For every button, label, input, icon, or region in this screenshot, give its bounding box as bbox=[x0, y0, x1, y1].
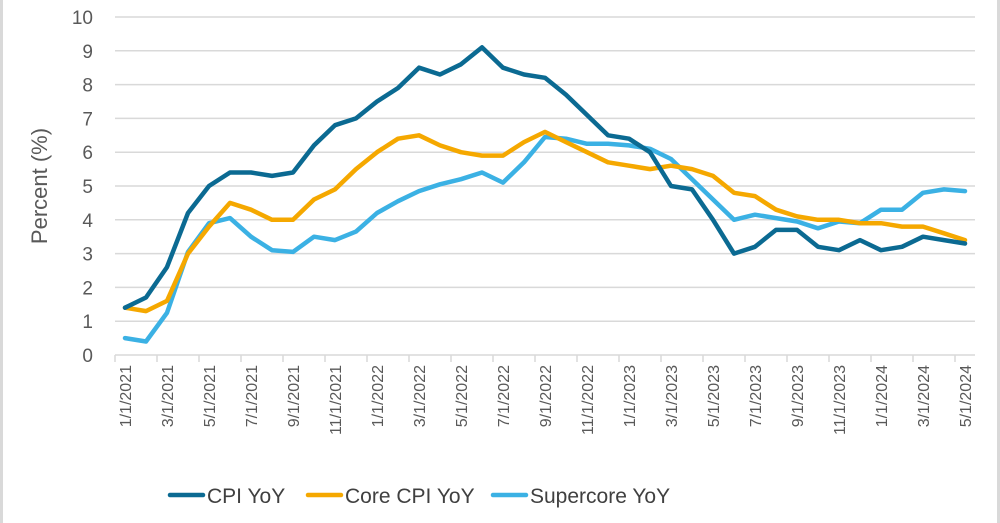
y-axis-title: Percent (%) bbox=[27, 128, 52, 244]
legend-item: CPI YoY bbox=[167, 485, 285, 508]
gridlines bbox=[115, 16, 975, 322]
x-tick-label: 5/1/2021 bbox=[202, 365, 219, 427]
y-tick-label: 7 bbox=[82, 109, 93, 130]
x-tick-label: 3/1/2024 bbox=[916, 365, 933, 427]
x-tick-label: 7/1/2022 bbox=[496, 365, 513, 427]
x-tick-label: 5/1/2024 bbox=[958, 365, 975, 427]
x-tick-label: 9/1/2022 bbox=[538, 365, 555, 427]
legend: CPI YoY Core CPI YoY Supercore YoY bbox=[167, 485, 670, 508]
x-axis-tick-labels: 1/1/2021 3/1/2021 5/1/2021 7/1/2021 9/1/2021… bbox=[118, 365, 975, 435]
y-tick-label: 3 bbox=[82, 245, 93, 266]
x-tick-label: 3/1/2021 bbox=[160, 365, 177, 427]
legend-item: Core CPI YoY bbox=[305, 485, 475, 508]
x-tick-label: 3/1/2023 bbox=[664, 365, 681, 427]
x-tick-label: 11/1/2021 bbox=[328, 365, 345, 435]
x-tick-label: 5/1/2023 bbox=[706, 365, 723, 427]
y-tick-label: 1 bbox=[82, 312, 93, 333]
x-tick-label: 1/1/2023 bbox=[622, 365, 639, 427]
y-tick-label: 4 bbox=[82, 211, 93, 232]
y-tick-label: 8 bbox=[82, 76, 93, 97]
legend-label: Supercore YoY bbox=[530, 485, 670, 508]
x-tick-label: 9/1/2023 bbox=[790, 365, 807, 427]
y-tick-label: 2 bbox=[82, 278, 93, 299]
x-tick-label: 11/1/2022 bbox=[580, 365, 597, 435]
x-tick-label: 9/1/2021 bbox=[286, 365, 303, 427]
series-lines bbox=[122, 45, 968, 344]
series-line-cpi-yoy bbox=[122, 45, 968, 310]
y-tick-label: 0 bbox=[82, 346, 93, 367]
y-tick-label: 9 bbox=[82, 42, 93, 63]
x-tick-label: 1/1/2022 bbox=[370, 365, 387, 427]
x-tick-label: 7/1/2021 bbox=[244, 365, 261, 427]
y-tick-label: 6 bbox=[82, 143, 93, 164]
y-tick-label: 5 bbox=[82, 177, 93, 198]
x-tick-label: 11/1/2023 bbox=[832, 365, 849, 435]
legend-item: Supercore YoY bbox=[490, 485, 670, 508]
x-tick-label: 3/1/2022 bbox=[412, 365, 429, 427]
y-tick-label: 10 bbox=[72, 8, 93, 29]
legend-label: CPI YoY bbox=[207, 485, 285, 508]
x-axis bbox=[114, 354, 975, 362]
x-tick-label: 7/1/2023 bbox=[748, 365, 765, 427]
x-tick-label: 1/1/2024 bbox=[874, 365, 891, 427]
x-tick-label: 1/1/2021 bbox=[118, 365, 135, 427]
y-axis-tick-labels: 0 1 2 3 4 5 6 7 8 9 10 bbox=[72, 8, 94, 367]
series-line-supercore-yoy bbox=[122, 134, 968, 344]
x-tick-label: 5/1/2022 bbox=[454, 365, 471, 427]
series-line-core-cpi-yoy bbox=[122, 129, 968, 314]
legend-label: Core CPI YoY bbox=[345, 485, 475, 508]
